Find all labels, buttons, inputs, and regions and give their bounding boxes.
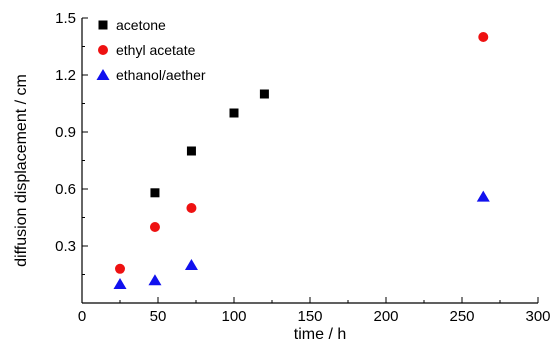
legend-label-ethyl-acetate: ethyl acetate	[116, 42, 196, 58]
x-tick-label: 300	[525, 308, 550, 325]
data-point-ethanol-aether	[148, 274, 162, 286]
data-point-acetone	[150, 188, 160, 198]
legend-label-ethanol-aether: ethanol/aether	[116, 67, 206, 83]
legend: acetone ethyl acetate ethanol/aether	[96, 17, 206, 83]
x-tick-label: 250	[449, 308, 474, 325]
y-axis-title: diffusion displacement / cm	[13, 74, 30, 267]
data-point-ethyl-acetate	[478, 32, 489, 42]
legend-marker-acetone	[98, 20, 108, 30]
x-tick-label: 150	[297, 308, 322, 325]
legend-label-acetone: acetone	[116, 17, 166, 33]
legend-marker-ethanol-aether	[96, 69, 110, 80]
x-axis-title: time / h	[294, 326, 346, 343]
data-marks	[113, 32, 490, 289]
y-tick-label: 0.9	[55, 124, 76, 141]
legend-marker-ethyl-acetate	[98, 45, 108, 55]
y-tick-label: 1.2	[55, 67, 76, 84]
data-point-acetone	[229, 108, 239, 118]
data-point-ethanol-aether	[476, 190, 490, 202]
data-point-ethanol-aether	[184, 259, 198, 270]
x-tick-label: 50	[150, 308, 167, 325]
x-tick-label: 200	[373, 308, 398, 325]
y-tick-label: 0.3	[55, 238, 76, 255]
x-tick-label: 100	[221, 308, 246, 325]
data-point-ethyl-acetate	[149, 222, 160, 232]
data-point-ethyl-acetate	[115, 263, 125, 274]
ticks: 0 50 100 150 200 250 300 0.3 0.6 0.9 1.2 1.5	[55, 10, 550, 325]
x-tick-label: 0	[78, 308, 86, 325]
data-point-acetone	[259, 89, 269, 99]
y-tick-label: 0.6	[55, 181, 76, 198]
data-point-ethanol-aether	[113, 278, 127, 289]
axes	[81, 18, 538, 304]
data-point-acetone	[186, 146, 196, 156]
y-tick-label: 1.5	[55, 10, 76, 27]
data-point-ethyl-acetate	[186, 203, 197, 213]
